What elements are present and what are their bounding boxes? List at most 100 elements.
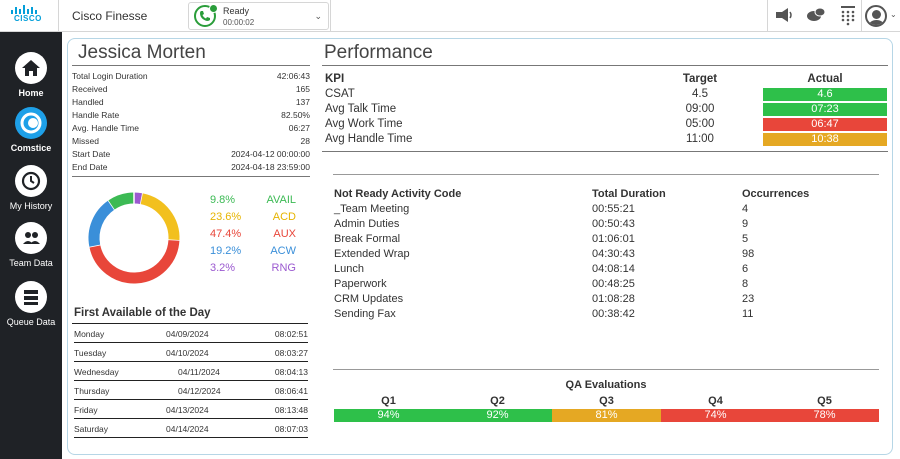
table-row: Saturday 04/14/2024 08:07:03 [74, 419, 308, 438]
nav-my-history[interactable]: My History [0, 165, 62, 211]
total-duration-header: Total Duration [592, 188, 666, 200]
activity-code: Admin Duties [334, 218, 400, 230]
activity-occurrences: 6 [742, 263, 749, 275]
home-icon [15, 52, 47, 84]
kpi-name: Avg Handle Time [325, 133, 413, 145]
comstice-icon [15, 107, 47, 139]
activity-duration: 00:48:25 [592, 278, 635, 290]
qa-score: 81% [552, 409, 661, 422]
legend-percent: 9.8% [210, 194, 236, 206]
qa-label: Q1 [381, 395, 396, 407]
activity-occurrences: 9 [742, 218, 749, 230]
qa-score: 92% [443, 409, 552, 422]
kpi-actual: 10:38 [763, 133, 887, 146]
nav-team-data-label: Team Data [9, 258, 53, 268]
target-header: Target [682, 73, 718, 85]
activity-code: Sending Fax [334, 308, 396, 320]
occurrences-header: Occurrences [742, 188, 810, 200]
activity-duration: 00:38:42 [592, 308, 635, 320]
nav-comstice[interactable]: Comstice [0, 107, 62, 153]
donut-slice-rng [133, 192, 143, 205]
table-row: Thursday 04/12/2024 08:06:41 [74, 381, 308, 400]
nav-team-data[interactable]: Team Data [0, 222, 62, 268]
stat-row: Handle Rate 82.50% [72, 110, 310, 120]
qa-score: 94% [334, 409, 443, 422]
legend-percent: 3.2% [210, 262, 236, 274]
nav-queue-data[interactable]: Queue Data [0, 281, 62, 327]
kpi-target: 4.5 [692, 88, 708, 100]
donut-slice-acd [140, 193, 180, 241]
donut-slice-acw [88, 200, 115, 247]
chevron-down-icon[interactable]: ⌄ [890, 10, 897, 19]
actual-header: Actual [807, 73, 843, 85]
user-avatar-icon[interactable] [865, 5, 887, 27]
donut-separator [88, 243, 102, 248]
legend-label: AUX [273, 228, 296, 240]
activity-duration: 01:08:28 [592, 293, 635, 305]
status-donut-chart [88, 191, 181, 284]
top-bar: CISCO Cisco Finesse Ready 00:00:02 ⌄ ⌄ [0, 0, 900, 32]
agent-state-dropdown[interactable]: Ready 00:00:02 ⌄ [188, 2, 329, 30]
nav-home[interactable]: Home [0, 52, 62, 98]
activity-code-header: Not Ready Activity Code [334, 188, 462, 200]
sidebar: Home Comstice My History Team Data Queue… [0, 32, 62, 459]
performance-title: Performance [324, 42, 433, 63]
agent-state-label: Ready [223, 6, 250, 16]
donut-separator [107, 199, 116, 211]
kpi-target: 09:00 [685, 103, 715, 115]
kpi-actual: 06:47 [763, 118, 887, 131]
announcement-icon[interactable] [772, 6, 796, 26]
legend-label: AVAIL [266, 194, 296, 206]
dashboard-card [67, 38, 893, 455]
table-row: Monday 04/09/2024 08:02:51 [74, 324, 308, 343]
activity-occurrences: 8 [742, 278, 749, 290]
qa-score: 78% [770, 409, 879, 422]
app-title: Cisco Finesse [72, 9, 148, 23]
kpi-target: 05:00 [685, 118, 715, 130]
legend-percent: 23.6% [210, 211, 242, 223]
agent-name: Jessica Morten [78, 42, 206, 63]
activity-occurrences: 5 [742, 233, 749, 245]
table-row: Friday 04/13/2024 08:13:48 [74, 400, 308, 419]
legend-percent: 19.2% [210, 245, 242, 257]
stat-row: Avg. Handle Time 06:27 [72, 123, 310, 133]
brand-text: CISCO [14, 14, 42, 23]
qa-title: QA Evaluations [565, 379, 647, 391]
activity-occurrences: 23 [742, 293, 755, 305]
nav-queue-data-label: Queue Data [6, 317, 56, 327]
stat-row: Start Date 2024-04-12 00:00:00 [72, 149, 310, 159]
queue-icon [15, 281, 47, 313]
legend-label: ACD [272, 211, 296, 223]
stat-row: Total Login Duration 42:06:43 [72, 71, 310, 81]
nav-my-history-label: My History [9, 201, 53, 211]
kpi-actual: 07:23 [763, 103, 887, 116]
activity-code: Break Formal [334, 233, 401, 245]
qa-label: Q5 [817, 395, 832, 407]
activity-code: CRM Updates [334, 293, 404, 305]
kpi-name: Avg Work Time [325, 118, 403, 130]
qa-label: Q3 [599, 395, 614, 407]
nav-comstice-label: Comstice [10, 143, 52, 153]
dialpad-icon[interactable] [836, 6, 860, 26]
kpi-header: KPI [325, 73, 345, 85]
legend-label: ACW [270, 245, 296, 257]
activity-code: _Team Meeting [334, 203, 410, 215]
activity-duration: 00:50:43 [592, 218, 635, 230]
legend-label: RNG [271, 262, 296, 274]
activity-code: Extended Wrap [334, 248, 410, 260]
activity-occurrences: 98 [742, 248, 755, 260]
activity-occurrences: 11 [742, 308, 754, 320]
activity-occurrences: 4 [742, 203, 749, 215]
activity-duration: 04:30:43 [592, 248, 635, 260]
history-icon [15, 165, 47, 197]
donut-slice-aux [89, 239, 180, 284]
donut-separator [139, 192, 144, 206]
chat-icon[interactable] [804, 6, 828, 26]
activity-code: Lunch [334, 263, 364, 275]
kpi-name: CSAT [325, 88, 355, 100]
table-row: Wednesday 04/11/2024 08:04:13 [74, 362, 308, 381]
qa-score: 74% [661, 409, 770, 422]
activity-duration: 01:06:01 [592, 233, 635, 245]
phone-ready-icon [194, 4, 218, 27]
table-row: Tuesday 04/10/2024 08:03:27 [74, 343, 308, 362]
